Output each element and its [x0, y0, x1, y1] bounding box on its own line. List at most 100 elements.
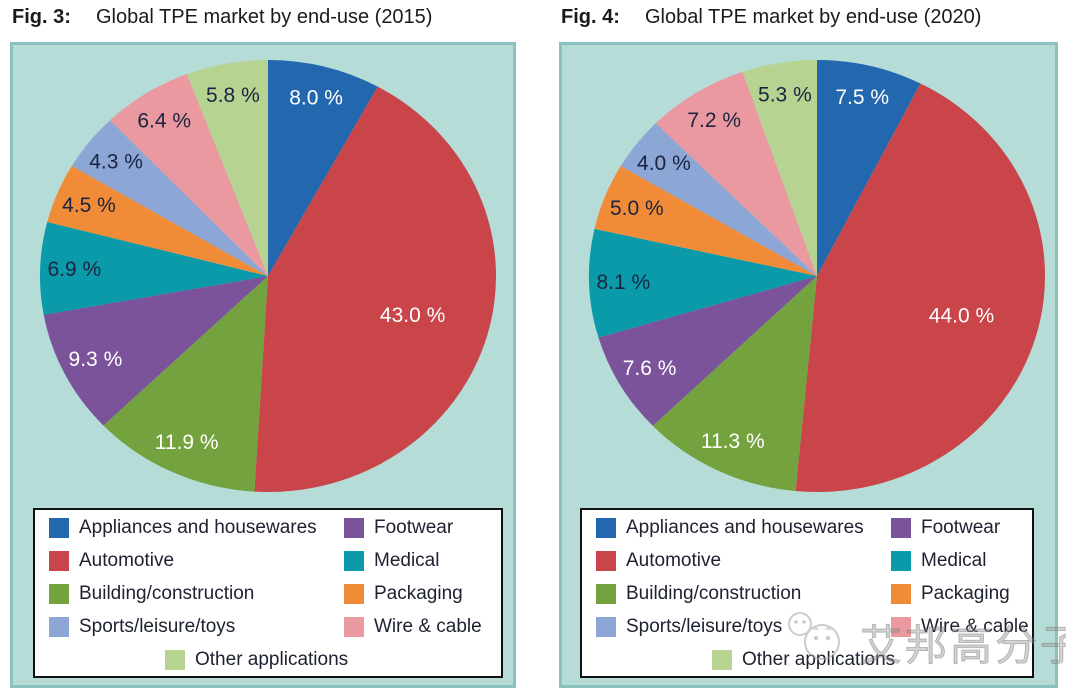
legend-item-automotive: Automotive	[596, 544, 721, 577]
pie-label-automotive: 44.0 %	[929, 304, 994, 327]
pie-label-wire-cable: 6.4 %	[137, 109, 191, 132]
figure3-caption: Global TPE market by end-use (2015)	[96, 6, 433, 28]
pie-label-sports-leisure-toys: 4.3 %	[89, 151, 143, 174]
legend-item-medical: Medical	[344, 544, 439, 577]
pie-slice-footwear	[43, 276, 269, 426]
pie-label-footwear: 7.6 %	[623, 357, 677, 380]
legend-swatch-footwear	[891, 517, 911, 538]
legend-item-footwear: Footwear	[891, 511, 1000, 544]
pie-label-footwear: 9.3 %	[69, 348, 123, 371]
legend-row: Other applications	[582, 643, 1032, 676]
legend-item-building-construction: Building/construction	[49, 577, 254, 610]
legend-row: Automotive Medical	[35, 544, 501, 577]
legend-label-appliances-and-housewares: Appliances and housewares	[79, 516, 317, 538]
legend-item-appliances-and-housewares: Appliances and housewares	[596, 511, 864, 544]
legend-row: Appliances and housewares Footwear	[582, 511, 1032, 544]
legend-item-automotive: Automotive	[49, 544, 174, 577]
pie-label-medical: 6.9 %	[47, 258, 101, 281]
legend-swatch-sports-leisure-toys	[49, 616, 69, 637]
pie-slice-other-applications	[742, 60, 817, 276]
pie-label-packaging: 5.0 %	[610, 197, 664, 220]
legend-label-automotive: Automotive	[79, 549, 175, 571]
legend-item-other-applications: Other applications	[165, 643, 348, 676]
legend-row: Sports/leisure/toys Wire & cable	[582, 610, 1032, 643]
legend-label-footwear: Footwear	[921, 516, 1001, 538]
legend-swatch-building-construction	[49, 583, 69, 604]
pie-slice-sports-leisure-toys	[71, 120, 268, 276]
legend-item-packaging: Packaging	[344, 577, 463, 610]
legend-label-wire-cable: Wire & cable	[921, 615, 1029, 637]
legend-item-medical: Medical	[891, 544, 986, 577]
legend-item-appliances-and-housewares: Appliances and housewares	[49, 511, 317, 544]
legend-label-other-applications: Other applications	[195, 648, 349, 670]
legend-row: Other applications	[35, 643, 501, 676]
pie-chart-2015: 8.0 % 43.0 % 11.9 % 9.3 % 6.9 % 4.5 % 4.3 % 6.4…	[39, 60, 496, 493]
legend-2015: Appliances and housewares Footwear Automot…	[33, 508, 503, 678]
legend-label-medical: Medical	[374, 549, 440, 571]
pie-chart-2020: 7.5 % 44.0 % 11.3 % 7.6 % 8.1 % 5.0 % 4.0 % 7.2…	[589, 60, 1046, 492]
legend-label-other-applications: Other applications	[742, 648, 896, 670]
legend-swatch-appliances-and-housewares	[49, 517, 69, 538]
legend-label-packaging: Packaging	[921, 582, 1010, 604]
legend-item-wire-cable: Wire & cable	[891, 610, 1029, 643]
pie-slice-wire-cable	[655, 71, 817, 277]
legend-2020: Appliances and housewares Footwear Automot…	[580, 508, 1034, 678]
legend-swatch-packaging	[344, 583, 364, 604]
pie-label-medical: 8.1 %	[596, 271, 650, 294]
pie-slice-appliances-and-housewares	[817, 60, 921, 276]
pie-slice-sports-leisure-toys	[620, 123, 817, 276]
figure3-panel: 8.0 % 43.0 % 11.9 % 9.3 % 6.9 % 4.5 % 4.3 % 6.4…	[10, 42, 516, 688]
figure4-title: Fig. 4: Global TPE market by end-use (20…	[561, 6, 981, 29]
legend-swatch-medical	[344, 550, 364, 571]
legend-label-sports-leisure-toys: Sports/leisure/toys	[79, 615, 236, 637]
pie-label-building-construction: 11.3 %	[701, 430, 765, 453]
legend-swatch-automotive	[596, 550, 616, 571]
legend-label-wire-cable: Wire & cable	[374, 615, 482, 637]
legend-row: Appliances and housewares Footwear	[35, 511, 501, 544]
pie-slice-footwear	[598, 276, 817, 426]
pie-slice-medical	[589, 228, 817, 338]
pie-slice-building-construction	[652, 276, 817, 492]
legend-swatch-other-applications	[165, 649, 185, 670]
figure3-label: Fig. 3:	[12, 6, 71, 28]
figure4-label: Fig. 4:	[561, 6, 620, 28]
legend-swatch-footwear	[344, 517, 364, 538]
pie-slice-building-construction	[103, 276, 269, 492]
legend-swatch-wire-cable	[344, 616, 364, 637]
legend-item-building-construction: Building/construction	[596, 577, 801, 610]
legend-label-packaging: Packaging	[374, 582, 463, 604]
legend-row: Automotive Medical	[582, 544, 1032, 577]
legend-label-building-construction: Building/construction	[79, 582, 255, 604]
legend-item-other-applications: Other applications	[712, 643, 895, 676]
legend-swatch-sports-leisure-toys	[596, 616, 616, 637]
legend-label-sports-leisure-toys: Sports/leisure/toys	[626, 615, 783, 637]
legend-swatch-wire-cable	[891, 616, 911, 637]
legend-item-footwear: Footwear	[344, 511, 453, 544]
pie-label-other-applications: 5.8 %	[206, 84, 260, 107]
legend-row: Building/construction Packaging	[35, 577, 501, 610]
legend-row: Building/construction Packaging	[582, 577, 1032, 610]
legend-label-footwear: Footwear	[374, 516, 454, 538]
pie-slice-packaging	[594, 166, 817, 276]
legend-item-wire-cable: Wire & cable	[344, 610, 482, 643]
pie-label-packaging: 4.5 %	[62, 194, 116, 217]
legend-swatch-automotive	[49, 550, 69, 571]
pie-slice-medical	[39, 222, 268, 315]
legend-label-automotive: Automotive	[626, 549, 722, 571]
pie-slice-packaging	[47, 165, 268, 276]
legend-item-sports-leisure-toys: Sports/leisure/toys	[49, 610, 235, 643]
figure4-panel: 7.5 % 44.0 % 11.3 % 7.6 % 8.1 % 5.0 % 4.0 % 7.2…	[559, 42, 1058, 688]
legend-row: Sports/leisure/toys Wire & cable	[35, 610, 501, 643]
legend-swatch-other-applications	[712, 649, 732, 670]
pie-label-appliances-and-housewares: 8.0 %	[289, 87, 343, 110]
pie-label-other-applications: 5.3 %	[758, 83, 812, 106]
pie-label-wire-cable: 7.2 %	[687, 109, 741, 132]
pie-label-sports-leisure-toys: 4.0 %	[637, 152, 691, 175]
pie-label-building-construction: 11.9 %	[155, 431, 219, 454]
pie-slice-other-applications	[186, 60, 268, 276]
legend-label-medical: Medical	[921, 549, 987, 571]
legend-swatch-building-construction	[596, 583, 616, 604]
legend-swatch-medical	[891, 550, 911, 571]
pie-label-automotive: 43.0 %	[380, 304, 445, 327]
legend-swatch-appliances-and-housewares	[596, 517, 616, 538]
